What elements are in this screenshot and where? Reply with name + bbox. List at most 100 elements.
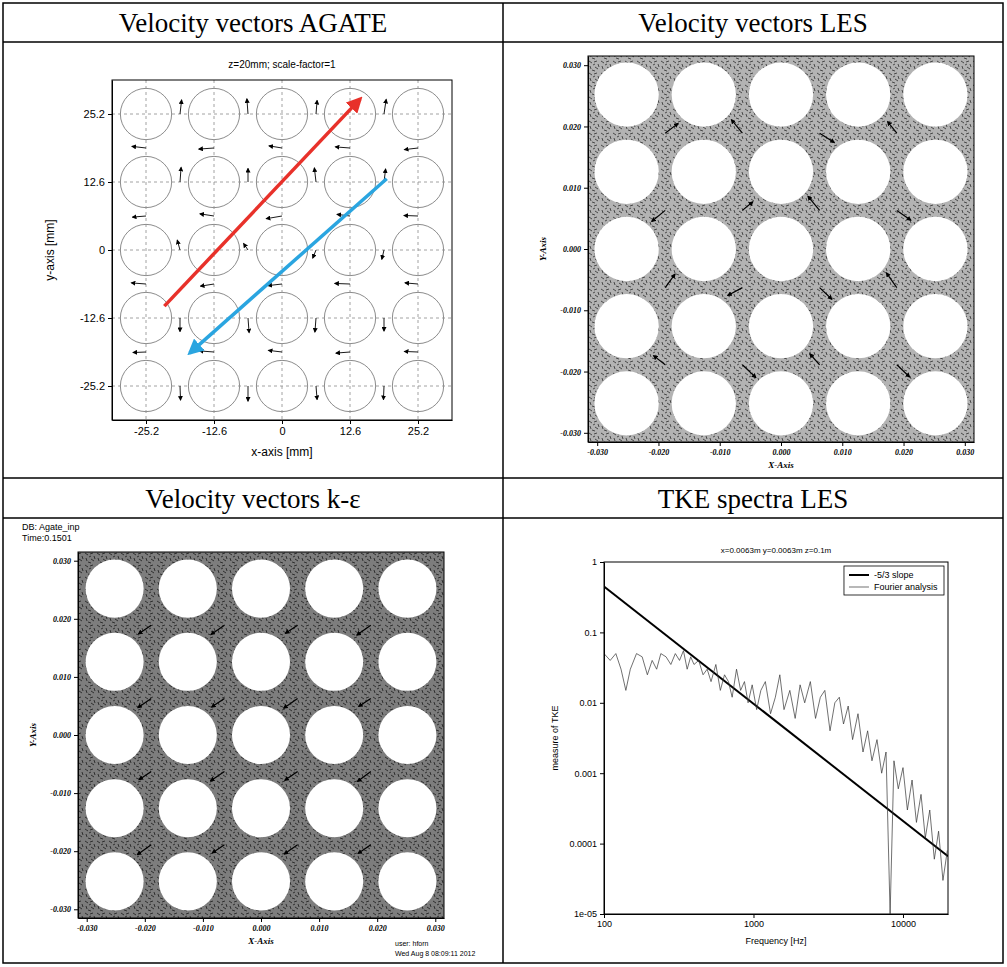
y-axis: 1e-050.00010.0010.010.11 [569, 557, 604, 919]
rod [749, 62, 813, 126]
y-axis-tick: 0.0001 [569, 839, 604, 849]
x-axis-tick-mark [350, 420, 351, 424]
rod [188, 224, 239, 275]
rod [378, 560, 436, 618]
y-axis-tick: 0.01 [579, 698, 604, 708]
x-axis-tick-mark [87, 918, 88, 922]
plot-area [120, 88, 443, 411]
velocity-vector [199, 148, 214, 149]
velocity-vector [728, 288, 743, 296]
y-axis-tick-mark [584, 126, 588, 127]
y-axis: -25.2-12.6012.625.2 [80, 81, 113, 421]
x-axis-title: x-axis [mm] [251, 445, 312, 459]
y-axis-tick-label: 1 [592, 557, 597, 567]
rod [903, 371, 967, 435]
x-axis: -25.2-12.6012.625.2 [113, 420, 453, 437]
velocity-vector [886, 273, 896, 288]
velocity-vector [285, 772, 298, 781]
rod [232, 633, 290, 691]
y-axis-tick: 1e-05 [574, 909, 604, 919]
plot-frame [112, 80, 452, 420]
y-axis-title: measure of TKE [550, 706, 560, 771]
rod [594, 217, 658, 281]
y-axis-tick-label: 12.6 [84, 176, 105, 188]
plot-area [588, 56, 974, 442]
velocity-vector [248, 318, 249, 333]
velocity-vector [313, 250, 316, 258]
velocity-vector [314, 168, 316, 182]
x-axis-tick-mark [282, 420, 283, 424]
rod [594, 62, 658, 126]
x-axis-tick: -0.030 [587, 442, 608, 457]
y-axis-tick-mark [584, 372, 588, 373]
x-axis-line [605, 914, 949, 915]
x-axis-tick-mark [418, 420, 419, 424]
rod [672, 140, 736, 204]
x-axis-tick-mark [377, 918, 378, 922]
velocity-vector [359, 698, 371, 706]
velocity-vector [665, 123, 678, 133]
x-axis-tick-mark [604, 914, 605, 918]
rod [324, 224, 375, 275]
plot-area [604, 586, 948, 914]
x-axis-tick: 0 [279, 420, 285, 437]
rod [305, 779, 363, 837]
annotation: user: hforn [395, 940, 429, 947]
velocity-vector [742, 365, 755, 378]
table-row-line [3, 41, 1003, 43]
grid [112, 80, 452, 420]
rod [159, 633, 217, 691]
panel-header: TKE spectra LES [658, 484, 848, 514]
x-axis-title: X-Axis [767, 460, 794, 470]
x-axis-tick-label: 0.000 [253, 924, 271, 933]
rod [86, 633, 144, 691]
annotation: Time:0.1501 [22, 533, 72, 543]
rod [378, 852, 436, 910]
x-axis-tick-mark [214, 420, 215, 424]
rod [826, 217, 890, 281]
rod [256, 360, 307, 411]
y-axis-tick-mark [74, 851, 78, 852]
x-axis-tick-label: -0.020 [135, 924, 156, 933]
rod [120, 156, 171, 207]
velocity-vector [897, 210, 911, 220]
velocity-vector [384, 99, 386, 114]
series-line [604, 651, 947, 914]
rod [749, 371, 813, 435]
y-axis-tick-mark [74, 793, 78, 794]
y-axis-tick-label: -0.020 [50, 847, 71, 856]
x-axis-tick-label: 0.010 [311, 924, 329, 933]
rod [232, 560, 290, 618]
grid-line [350, 80, 351, 420]
velocity-vector [210, 772, 224, 781]
y-axis-tick: -0.020 [560, 368, 588, 377]
rod [378, 779, 436, 837]
rod [120, 292, 171, 343]
x-axis-tick-mark [903, 914, 904, 918]
x-axis-tick: 0.010 [834, 442, 852, 457]
velocity-vector [357, 625, 371, 635]
velocity-vector [316, 101, 317, 114]
x-axis-tick: 100 [597, 914, 612, 929]
velocity-vector [212, 845, 224, 853]
y-axis-line [604, 563, 605, 915]
rod [159, 852, 217, 910]
y-axis-tick: 1 [592, 557, 604, 567]
y-axis-tick: 0.030 [563, 61, 588, 70]
y-axis-tick-label: 0.000 [53, 731, 71, 740]
table-border [3, 3, 1003, 963]
x-axis-tick: 12.6 [340, 420, 361, 437]
grid-line [146, 80, 147, 420]
rod [826, 371, 890, 435]
velocity-vector [284, 845, 297, 854]
rod [188, 88, 239, 139]
velocity-vector [383, 386, 385, 399]
y-axis-tick-label: -0.030 [50, 905, 71, 914]
grid-line [112, 114, 452, 115]
x-axis-tick: -12.6 [202, 420, 227, 437]
table-grid [3, 3, 1003, 963]
y-axis-tick-mark [74, 735, 78, 736]
y-axis-tick-mark [74, 561, 78, 562]
panel-header: Velocity vectors LES [638, 8, 867, 38]
velocity-vector [180, 386, 182, 400]
